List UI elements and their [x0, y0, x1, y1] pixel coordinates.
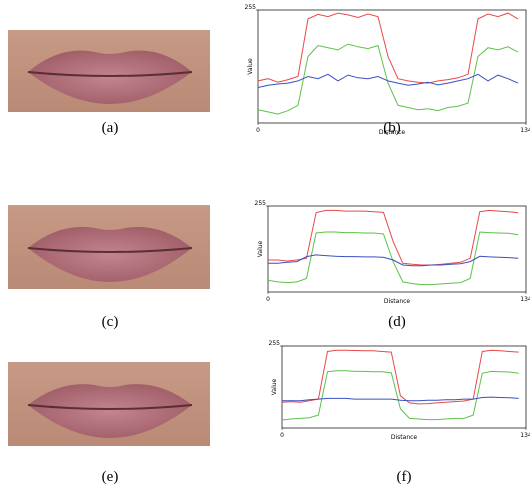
series-line [268, 209, 519, 266]
plot-frame [281, 345, 527, 429]
y-tick-label: 255 [245, 4, 257, 11]
y-axis-label: Value [271, 378, 278, 395]
series-line [267, 231, 519, 286]
x-tick-label: 134 [520, 432, 530, 439]
y-tick-label: 255 [269, 340, 281, 347]
caption: (d) [388, 314, 406, 330]
series-line [257, 73, 519, 88]
lip-photo-c [8, 205, 210, 289]
x-tick-label: 0 [280, 432, 284, 439]
series-line [257, 43, 519, 115]
caption: (f) [397, 469, 412, 485]
caption: (b) [383, 120, 401, 136]
y-tick-label: 255 [255, 200, 267, 207]
caption: (c) [102, 314, 119, 330]
series-line [282, 396, 519, 402]
lip-photo-e [8, 362, 210, 446]
x-axis-label: Distance [379, 129, 406, 136]
x-tick-label: 134 [520, 296, 530, 303]
series-line [281, 370, 519, 421]
series-line [281, 349, 519, 405]
caption: (e) [102, 469, 119, 485]
x-tick-label: 0 [266, 296, 270, 303]
caption: (a) [102, 120, 119, 136]
lip-photo-a [8, 30, 210, 112]
y-axis-label: Value [257, 240, 264, 257]
plot-frame [257, 9, 527, 124]
plot-frame [267, 205, 527, 293]
x-tick-label: 134 [520, 127, 530, 134]
series-line [268, 254, 519, 267]
x-tick-label: 0 [256, 127, 260, 134]
series-line [257, 12, 519, 84]
x-axis-label: Distance [384, 298, 411, 305]
y-axis-label: Value [247, 58, 254, 75]
x-axis-label: Distance [391, 434, 418, 441]
